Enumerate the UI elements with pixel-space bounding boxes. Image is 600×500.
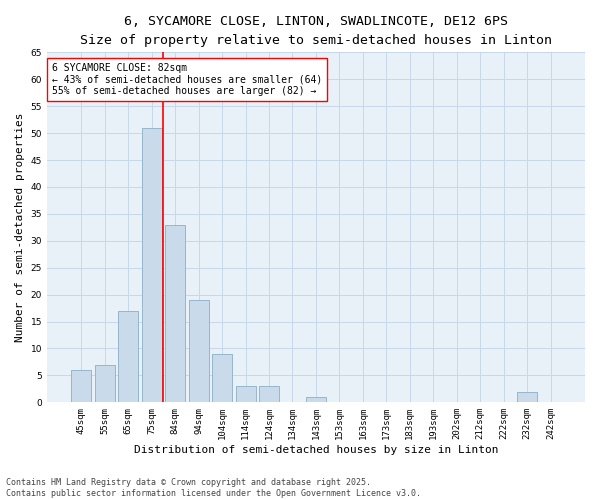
Bar xyxy=(306,397,326,402)
Title: 6, SYCAMORE CLOSE, LINTON, SWADLINCOTE, DE12 6PS
Size of property relative to se: 6, SYCAMORE CLOSE, LINTON, SWADLINCOTE, … xyxy=(80,15,552,47)
Bar xyxy=(212,354,232,403)
Bar xyxy=(118,311,138,402)
Bar xyxy=(95,364,115,403)
Bar xyxy=(236,386,256,402)
X-axis label: Distribution of semi-detached houses by size in Linton: Distribution of semi-detached houses by … xyxy=(134,445,498,455)
Y-axis label: Number of semi-detached properties: Number of semi-detached properties xyxy=(15,112,25,342)
Bar xyxy=(517,392,537,402)
Bar xyxy=(188,300,209,402)
Bar xyxy=(165,224,185,402)
Text: 6 SYCAMORE CLOSE: 82sqm
← 43% of semi-detached houses are smaller (64)
55% of se: 6 SYCAMORE CLOSE: 82sqm ← 43% of semi-de… xyxy=(52,63,323,96)
Bar xyxy=(259,386,279,402)
Bar xyxy=(71,370,91,402)
Bar xyxy=(142,128,162,402)
Text: Contains HM Land Registry data © Crown copyright and database right 2025.
Contai: Contains HM Land Registry data © Crown c… xyxy=(6,478,421,498)
